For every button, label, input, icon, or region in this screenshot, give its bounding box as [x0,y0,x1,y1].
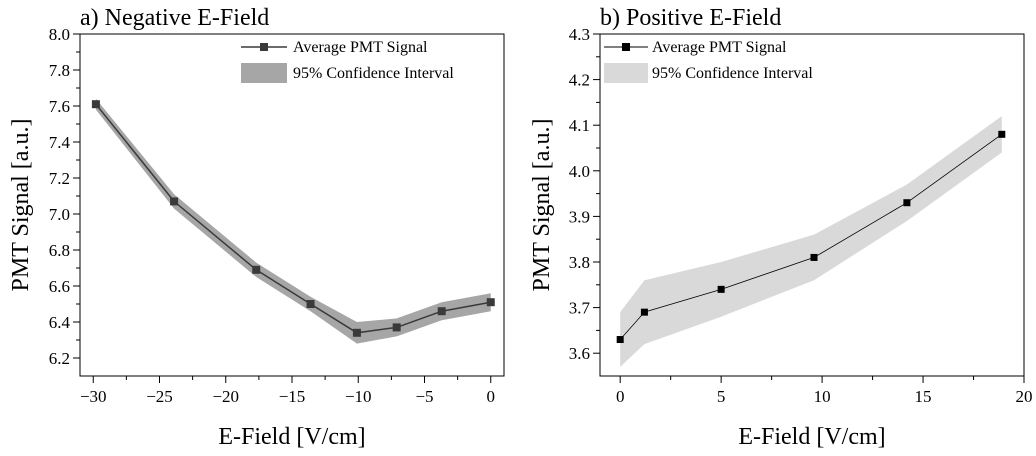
panel-b-legend-band-label: 95% Confidence Interval [652,65,813,82]
panel-b: b) Positive E-Field 0 5 10 15 20 3.63.73.83.… [529,5,1033,450]
panel-b-data-point [810,253,818,261]
panel-a-x-tick-label: −20 [212,387,239,406]
panel-b-legend-band-swatch [604,63,648,83]
panel-a-x-tick-label: −15 [279,387,306,406]
panel-a-legend-band-swatch [241,63,287,83]
panel-a-x-axis-title: E-Field [V/cm] [218,424,365,450]
panel-b-x-tick-label: 20 [1016,387,1033,406]
panel-a-confidence-band [95,98,491,344]
panel-b-y-tick-label: 4.0 [569,162,590,181]
panel-a-x-tick-label: −5 [415,387,433,406]
panel-a-x-tick-label: −25 [146,387,173,406]
panel-a-data-point [91,100,100,109]
panel-a-data-point [437,307,446,316]
panel-b-x-tick-label: 0 [616,387,625,406]
panel-a: a) Negative E-Field −30 −25 −20 −15 −10 −5 0 6… [8,5,505,450]
panel-a-y-tick-label: 6.6 [49,277,70,296]
panel-b-data-point [616,336,624,344]
panel-b-x-tick-label: 15 [915,387,932,406]
panel-a-band-layer [95,98,491,344]
panel-a-y-ticks: 6.2 6.4 6.6 6.8 7.0 7.2 7.4 7.6 7.8 8.0 [49,25,80,368]
panel-b-legend-line-swatch [604,43,648,51]
panel-b-y-tick-label: 4.2 [569,71,590,90]
panel-a-data-point [306,300,315,308]
panel-b-y-axis-title: PMT Signal [a.u.] [529,119,555,292]
panel-b-series-line [619,133,1003,340]
panel-b-y-tick-label: 3.6 [569,344,590,363]
panel-a-legend-series-label: Average PMT Signal [293,39,428,56]
panel-a-legend: Average PMT Signal 95% Confidence Interv… [241,39,454,83]
panel-a-y-axis-title: PMT Signal [a.u.] [8,119,34,292]
panel-a-y-tick-label: 7.0 [49,205,70,224]
panel-b-y-ticks: 3.6 3.7 3.8 3.9 4.0 4.1 4.2 4.3 [569,25,600,363]
panel-b-x-tick-label: 5 [717,387,726,406]
panel-b-x-axis-title: E-Field [V/cm] [738,424,885,450]
panel-b-data-point [903,199,911,207]
panel-a-data-point [392,323,401,332]
panel-b-title: b) Positive E-Field [600,5,781,31]
panel-b-y-tick-label: 4.3 [569,25,590,44]
panel-a-data-point [252,265,261,274]
panel-a-y-tick-label: 6.2 [49,349,70,368]
panel-a-x-tick-label: 0 [487,387,496,406]
panel-b-legend: Average PMT Signal 95% Confidence Interv… [604,39,813,83]
panel-b-confidence-band [620,116,1002,367]
panel-a-x-tick-label: −10 [345,387,372,406]
panel-a-series-line [95,103,491,334]
panel-a-title: a) Negative E-Field [80,5,269,31]
panel-b-band-layer [620,116,1002,367]
panel-a-y-tick-label: 6.8 [49,241,70,260]
panel-a-x-ticks: −30 −25 −20 −15 −10 −5 0 [80,376,495,406]
panel-a-data-point [170,197,179,206]
panel-a-data-point [352,328,361,337]
panel-b-data-point [640,308,648,316]
panel-b-series-layer [616,130,1006,344]
panel-a-x-tick-label: −30 [80,387,107,406]
panel-a-y-tick-label: 7.6 [49,97,70,116]
panel-b-plot-frame [599,33,1025,377]
panel-b-data-point [998,130,1006,138]
panel-a-plot-frame [79,33,505,377]
panel-a-legend-band-label: 95% Confidence Interval [293,65,454,82]
panel-a-y-tick-label: 8.0 [49,25,70,44]
panel-a-data-point [486,298,495,307]
panel-b-x-tick-label: 10 [814,387,831,406]
panel-a-y-tick-label: 7.4 [49,133,71,152]
panel-a-y-tick-label: 7.8 [49,61,70,80]
panel-b-data-point [717,285,725,293]
panel-b-y-tick-label: 4.1 [569,116,590,135]
panel-a-legend-line-swatch [241,43,287,51]
panel-b-y-tick-label: 3.7 [569,299,591,318]
panel-b-y-tick-label: 3.8 [569,253,590,272]
panel-b-x-ticks: 0 5 10 15 20 [616,376,1033,406]
panel-a-y-tick-label: 6.4 [49,313,71,332]
panel-b-legend-series-label: Average PMT Signal [652,39,787,56]
panel-a-series-layer [91,100,495,337]
panel-b-y-tick-label: 3.9 [569,207,590,226]
panel-a-y-tick-label: 7.2 [49,169,70,188]
